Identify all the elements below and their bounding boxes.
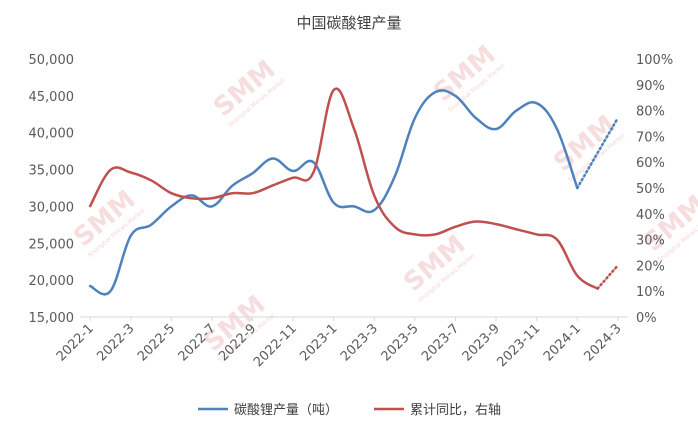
y-right-tick-label: 60% [636, 156, 665, 171]
x-tick-label: 2022-1 [54, 321, 97, 364]
x-tick-label: 2023-5 [379, 321, 422, 364]
y-left-tick-label: 15,000 [29, 311, 75, 326]
legend: 碳酸锂产量（吨） 累计同比，右轴 [198, 403, 501, 418]
y-left-tick-label: 50,000 [29, 53, 75, 68]
y-left-tick-label: 25,000 [29, 237, 75, 252]
y-right-tick-label: 40% [636, 208, 665, 223]
y-right-tick-label: 80% [636, 105, 665, 120]
x-tick-label: 2022-3 [94, 321, 137, 364]
y-left-tick-label: 40,000 [29, 127, 75, 142]
y-left-tick-label: 45,000 [29, 90, 75, 105]
x-tick-label: 2023-1 [297, 321, 340, 364]
x-tick-label: 2022-5 [135, 321, 178, 364]
legend-label-1: 碳酸锂产量（吨） [234, 403, 338, 418]
x-tick-label: 2024-1 [541, 321, 584, 364]
series-lines [88, 87, 620, 296]
x-tick-label: 2024-3 [582, 321, 625, 364]
x-tick-label: 2023-7 [419, 321, 462, 364]
series-line-2 [88, 87, 599, 290]
y-right-tick-label: 0% [636, 311, 657, 326]
x-tick-label: 2023-11 [494, 321, 543, 370]
series-projection-2 [596, 264, 620, 290]
x-tick-label: 2023-3 [338, 321, 381, 364]
chart-title: 中国碳酸锂产量 [296, 14, 401, 32]
y-right-tick-label: 50% [636, 182, 665, 197]
y-left-tick-label: 30,000 [29, 200, 75, 215]
y-right-tick-label: 20% [636, 259, 665, 274]
y-left-tick-label: 35,000 [29, 164, 75, 179]
series-projection-1 [576, 116, 620, 190]
y-right-tick-label: 30% [636, 234, 665, 249]
y-right-tick-label: 10% [636, 285, 665, 300]
legend-label-2: 累计同比，右轴 [410, 403, 501, 418]
y-right-tick-label: 100% [636, 53, 673, 68]
y-left-tick-label: 20,000 [29, 274, 75, 289]
series-line-1 [88, 89, 579, 296]
y-right-tick-label: 70% [636, 130, 665, 145]
y-right-tick-label: 90% [636, 79, 665, 94]
